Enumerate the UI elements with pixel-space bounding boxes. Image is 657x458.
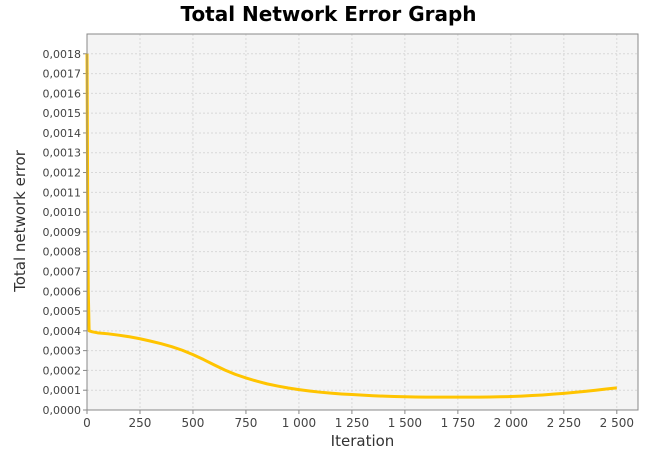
x-tick-label: 250: [129, 416, 152, 430]
y-axis-label: Total network error: [11, 150, 29, 292]
x-tick-label: 1 000: [282, 416, 316, 430]
y-tick-label: 0,0014: [43, 127, 82, 140]
x-tick-label: 2 500: [600, 416, 634, 430]
x-tick-label: 2 000: [494, 416, 528, 430]
y-tick-label: 0,0011: [43, 186, 82, 199]
plot-area: [87, 34, 638, 410]
y-tick-label: 0,0010: [43, 206, 82, 219]
y-tick-label: 0,0018: [43, 48, 82, 61]
y-tick-label: 0,0016: [43, 87, 82, 100]
y-axis: 0,0000 0,0001 0,0002 0,0003 0,0004 0,0005 0,00…: [43, 48, 87, 417]
y-tick-label: 0,0006: [43, 285, 82, 298]
y-tick-label: 0,0007: [43, 265, 82, 278]
y-tick-label: 0,0004: [43, 325, 82, 338]
grid-lines: [86, 34, 638, 411]
y-tick-label: 0,0017: [43, 68, 82, 81]
x-axis: 0 250 500 750 1 000 1 250 1 500 1 750 2 000 2 250…: [83, 410, 634, 430]
y-tick-label: 0,0002: [43, 364, 82, 377]
y-tick-label: 0,0003: [43, 345, 82, 358]
y-tick-label: 0,0013: [43, 147, 82, 160]
series-line: [85, 53, 617, 399]
x-tick-label: 500: [182, 416, 205, 430]
x-tick-label: 1 250: [335, 416, 369, 430]
chart-title: Total Network Error Graph: [180, 2, 477, 26]
y-tick-label: 0,0009: [43, 226, 82, 239]
x-axis-label: Iteration: [330, 432, 395, 450]
plot-border: [86, 33, 639, 411]
y-tick-label: 0,0012: [43, 167, 82, 180]
y-tick-label: 0,0015: [43, 107, 82, 120]
x-tick-label: 750: [234, 416, 257, 430]
x-tick-label: 1 750: [441, 416, 475, 430]
y-tick-label: 0,0000: [43, 404, 82, 417]
y-tick-label: 0,0001: [43, 384, 82, 397]
x-tick-label: 1 500: [388, 416, 422, 430]
x-tick-label: 2 250: [547, 416, 581, 430]
y-tick-label: 0,0005: [43, 305, 82, 318]
y-tick-label: 0,0008: [43, 246, 82, 259]
x-tick-label: 0: [83, 416, 91, 430]
